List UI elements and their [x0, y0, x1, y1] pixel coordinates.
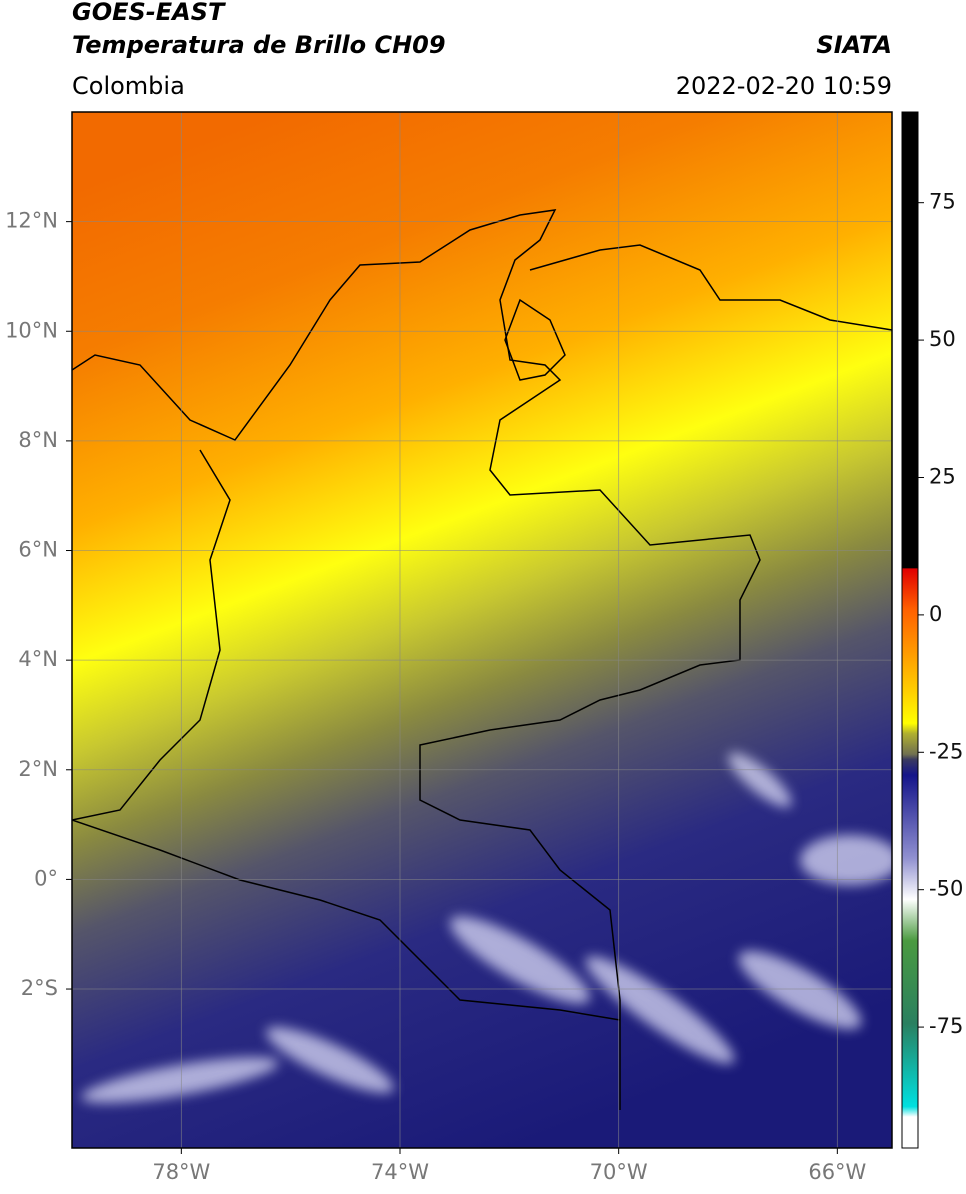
x-tick-label: 74°W [371, 1160, 429, 1184]
colorbar-tick-label: 0 [929, 602, 942, 626]
clouds [81, 752, 892, 1103]
x-tick-label: 78°W [152, 1160, 210, 1184]
x-tick-label: 70°W [590, 1160, 648, 1184]
map-frame [71, 111, 893, 1149]
colorbar-tick-label: 75 [929, 190, 956, 214]
datetime: 2022-02-20 10:59 [676, 72, 892, 100]
satellite-image [72, 112, 892, 1148]
colorbar-tick-label: 25 [929, 464, 956, 488]
y-tick-label: 8°N [18, 428, 58, 452]
y-tick-label: 6°N [18, 538, 58, 562]
colorbar-tick-label: -75 [929, 1014, 963, 1038]
borders [72, 209, 892, 1110]
colorbar [901, 111, 919, 1149]
colorbar-tick-label: 50 [929, 327, 956, 351]
colorbar-tick-label: -25 [929, 739, 963, 763]
y-tick-label: 0° [34, 866, 58, 890]
region: Colombia [72, 72, 185, 100]
source: SIATA [816, 31, 892, 59]
y-tick-label: 12°N [5, 209, 58, 233]
y-tick-label: 2°S [21, 976, 58, 1000]
colorbar-tick-label: -50 [929, 877, 963, 901]
y-tick-label: 4°N [18, 647, 58, 671]
product: Temperatura de Brillo CH09 [72, 31, 446, 59]
y-tick-label: 10°N [5, 318, 58, 342]
grid [72, 112, 892, 1148]
y-tick-label: 2°N [18, 757, 58, 781]
satellite: GOES-EAST [72, 0, 226, 26]
x-tick-label: 66°W [808, 1160, 866, 1184]
